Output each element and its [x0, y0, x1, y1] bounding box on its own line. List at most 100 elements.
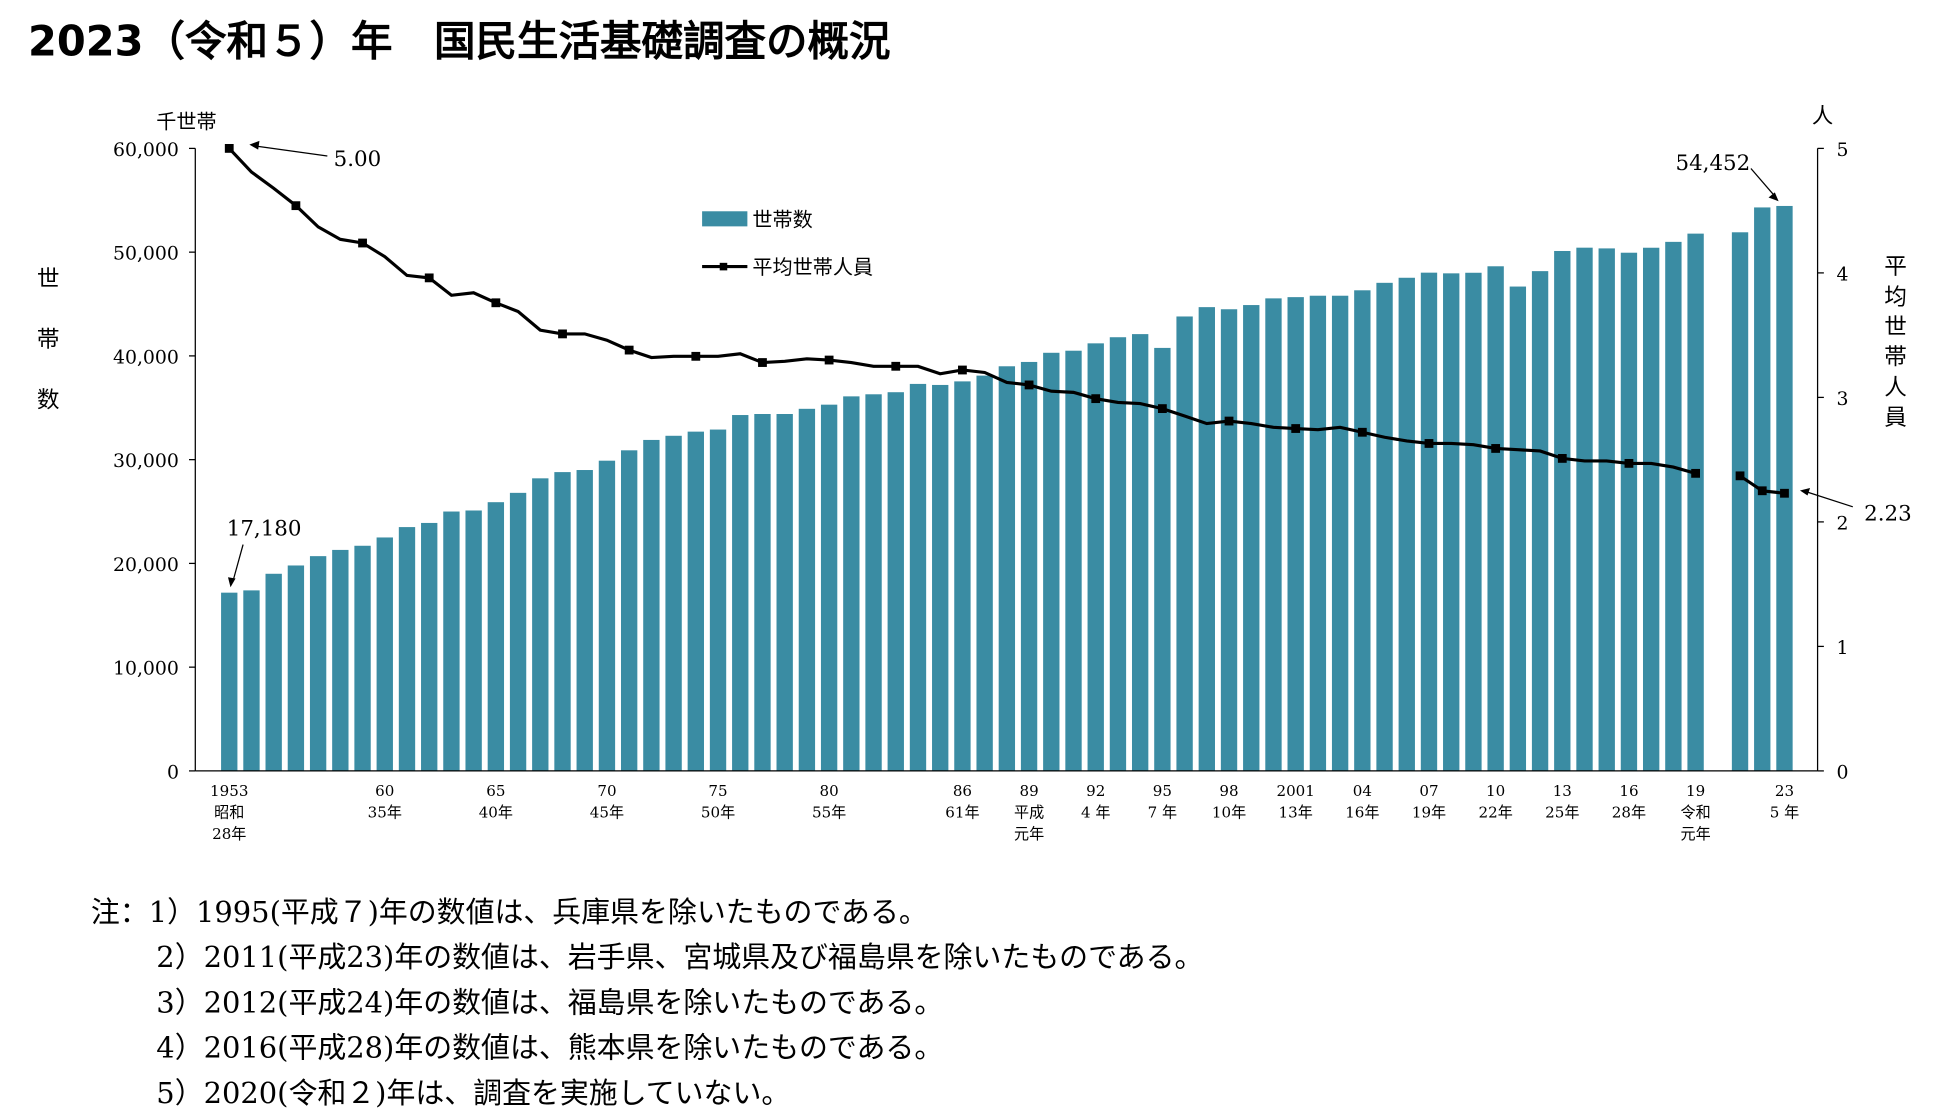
left-tick-label: 50,000 — [113, 243, 179, 265]
x-tick-label: 5 年 — [1770, 803, 1799, 821]
line-marker-2019 — [1691, 468, 1701, 478]
bar-1961 — [398, 527, 416, 771]
bar-1994 — [1131, 334, 1149, 771]
bar-2021 — [1731, 232, 1749, 771]
left-tick-label: 0 — [167, 761, 179, 783]
x-tick-label: 19年 — [1412, 803, 1446, 821]
line-marker-1953 — [224, 143, 234, 153]
bar-1998 — [1220, 309, 1238, 771]
bar-1997 — [1198, 307, 1215, 771]
x-tick-label: 60 — [375, 782, 394, 800]
x-tick-label: 40年 — [479, 803, 513, 821]
bar-1970 — [598, 460, 616, 771]
bar-1993 — [1109, 337, 1127, 771]
line-marker-1995 — [1157, 404, 1167, 414]
line-marker-1992 — [1091, 394, 1101, 404]
x-tick-label: 89 — [1019, 782, 1038, 800]
bar-2008 — [1443, 273, 1460, 771]
bar-1990 — [1043, 352, 1060, 771]
bar-2001 — [1287, 297, 1304, 771]
bar-2005 — [1376, 282, 1393, 771]
bar-1974 — [687, 431, 704, 771]
annotation-last-bar: 54,452 — [1675, 151, 1750, 176]
x-tick-label: 28年 — [212, 825, 246, 843]
bar-1981 — [843, 396, 860, 771]
line-marker-2013 — [1557, 454, 1567, 463]
x-tick-label: 10 — [1486, 782, 1505, 800]
x-tick-label: 75 — [708, 782, 727, 800]
note-4: 4）2016(平成28)年の数値は、熊本県を除いたものである。 — [156, 1031, 943, 1065]
line-marker-2021 — [1735, 471, 1745, 481]
bar-1972 — [643, 439, 660, 771]
line-marker-1962 — [424, 273, 434, 283]
bar-1954 — [243, 590, 260, 771]
right-tick-label: 2 — [1836, 512, 1848, 534]
x-tick-label: 86 — [953, 782, 972, 800]
line-marker-1968 — [558, 329, 567, 339]
legend: 世帯数 平均世帯人員 — [702, 207, 873, 279]
line-marker-1986 — [958, 365, 967, 375]
bar-2013 — [1554, 250, 1571, 771]
x-tick-label: 平成 — [1014, 803, 1044, 821]
line-marker-2023 — [1780, 488, 1789, 498]
line-series — [224, 143, 1789, 498]
bar-1966 — [509, 492, 527, 771]
right-tick-label: 5 — [1836, 139, 1848, 161]
x-tick-label: 80 — [820, 782, 839, 800]
line-marker-1989 — [1024, 380, 1034, 390]
bar-1988 — [998, 366, 1016, 771]
bar-1992 — [1087, 343, 1104, 771]
legend-bar-label: 世帯数 — [752, 207, 812, 231]
bar-1996 — [1176, 316, 1193, 771]
arrow-icon — [249, 140, 260, 150]
bar-1989 — [1020, 361, 1038, 771]
annotation-first-bar: 17,180 — [227, 517, 302, 542]
bar-2011 — [1509, 286, 1527, 771]
x-tick-label: 23 — [1775, 782, 1794, 800]
bar-2003 — [1331, 295, 1349, 771]
line-marker-2007 — [1424, 439, 1434, 448]
line-marker-2016 — [1624, 458, 1634, 468]
bar-1975 — [709, 429, 727, 771]
line-marker-2004 — [1357, 427, 1367, 437]
x-tick-label: 16 — [1619, 782, 1638, 800]
bar-2012 — [1531, 271, 1549, 771]
right-tick-label: 3 — [1836, 388, 1848, 410]
left-tick-label: 30,000 — [113, 450, 179, 472]
left-tick-label: 20,000 — [113, 554, 179, 576]
bar-1999 — [1243, 305, 1260, 771]
x-tick-label: 元年 — [1681, 825, 1711, 843]
line-marker-1974 — [691, 351, 701, 361]
note-3: 3）2012(平成24)年の数値は、福島県を除いたものである。 — [156, 985, 943, 1019]
bar-2023 — [1776, 205, 1793, 771]
legend-line-label: 平均世帯人員 — [752, 255, 873, 279]
x-tick-label: 元年 — [1014, 825, 1044, 843]
x-tick-label: 昭和 — [214, 803, 244, 821]
arrow-icon — [1799, 487, 1811, 496]
bar-1976 — [732, 415, 749, 771]
notes: 注：1）1995(平成７)年の数値は、兵庫県を除いたものである。 2）2011(… — [91, 895, 1204, 1110]
x-tick-label: 13年 — [1279, 803, 1313, 821]
bar-1959 — [354, 545, 371, 771]
right-axis-unit: 人 — [1812, 104, 1833, 129]
arrow-icon — [1768, 192, 1779, 202]
line-marker-2022 — [1757, 486, 1767, 496]
line-marker-1956 — [291, 201, 301, 211]
bar-1962 — [421, 522, 438, 771]
x-tick-label: 25年 — [1545, 803, 1579, 821]
bar-1973 — [665, 435, 682, 771]
left-tick-label: 60,000 — [113, 139, 179, 161]
bar-1968 — [554, 472, 571, 771]
legend-bar-swatch — [702, 211, 748, 227]
line-marker-1998 — [1224, 416, 1234, 426]
x-tick-label: 65 — [486, 782, 505, 800]
line-marker-1959 — [358, 238, 367, 248]
bar-2002 — [1309, 295, 1327, 771]
x-tick-label: 10年 — [1212, 803, 1246, 821]
x-tick-label: 70 — [597, 782, 616, 800]
bar-series — [221, 205, 1793, 771]
line-marker-1971 — [624, 345, 634, 355]
x-tick-label: 13 — [1553, 782, 1572, 800]
right-tick-label: 1 — [1836, 637, 1848, 659]
